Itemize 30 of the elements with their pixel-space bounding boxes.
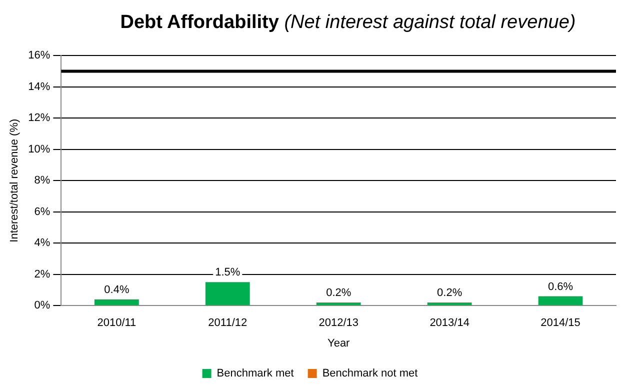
bar xyxy=(427,302,472,306)
y-tick-label: 0% xyxy=(34,300,50,312)
y-tick-label: 8% xyxy=(34,174,50,187)
data-label: 0.2% xyxy=(437,287,462,300)
y-tick-label: 14% xyxy=(28,80,50,93)
y-tick-label: 10% xyxy=(28,143,50,156)
data-label: 0.2% xyxy=(326,287,352,300)
y-axis-title: Interest/total revenue (%) xyxy=(8,118,21,242)
x-tick-label: 2012/13 xyxy=(318,317,358,330)
chart-subtitle: (Net interest against total revenue) xyxy=(284,12,576,33)
x-axis-title: Year xyxy=(327,337,350,350)
x-tick-label: 2014/15 xyxy=(540,317,580,330)
data-label: 0.4% xyxy=(104,284,130,296)
data-label: 0.6% xyxy=(548,280,574,293)
x-tick-label: 2013/14 xyxy=(430,317,470,330)
legend-label: Benchmark not met xyxy=(322,368,418,380)
y-tick-label: 16% xyxy=(28,50,50,62)
bar xyxy=(538,296,583,306)
x-tick-label: 2011/12 xyxy=(208,317,248,330)
legend-label: Benchmark met xyxy=(216,368,294,380)
bar xyxy=(316,302,361,306)
chart-title: Debt Affordability xyxy=(120,12,279,33)
y-tick-label: 6% xyxy=(34,206,50,218)
data-label: 1.5% xyxy=(215,266,240,279)
bar xyxy=(94,299,139,306)
y-tick-label: 4% xyxy=(34,237,50,250)
bar xyxy=(205,282,250,306)
y-tick-label: 12% xyxy=(28,112,50,124)
y-tick-label: 2% xyxy=(34,268,50,280)
x-tick-label: 2010/11 xyxy=(97,317,136,330)
